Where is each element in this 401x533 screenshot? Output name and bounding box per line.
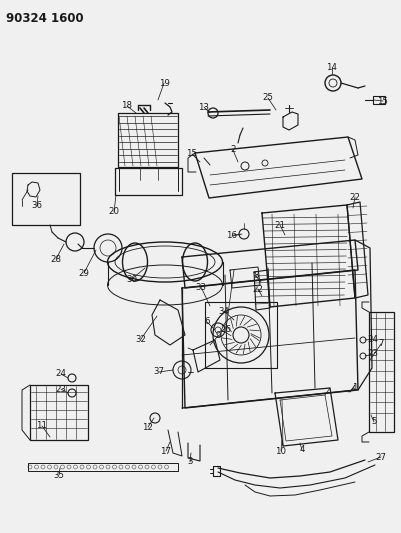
Text: 23: 23 [367, 350, 379, 359]
Bar [373, 96, 385, 104]
Text: 90324 1600: 90324 1600 [6, 12, 84, 25]
Text: 36: 36 [32, 201, 43, 211]
Bar [12, 173, 80, 225]
Text: 28: 28 [51, 254, 61, 263]
Text: 15: 15 [377, 96, 389, 106]
Text: 13: 13 [198, 102, 209, 111]
Text: 4: 4 [299, 446, 305, 455]
Text: 27: 27 [375, 453, 387, 462]
Text: 2: 2 [230, 146, 236, 155]
Text: 22: 22 [253, 285, 263, 294]
Text: 1: 1 [352, 384, 358, 392]
Text: 30: 30 [126, 274, 138, 284]
Text: 11: 11 [36, 422, 47, 431]
Bar [30, 385, 88, 440]
Text: 8: 8 [253, 271, 259, 280]
Text: 6: 6 [204, 318, 210, 327]
Text: 5: 5 [371, 417, 377, 426]
Text: 26: 26 [221, 325, 231, 334]
Text: 34: 34 [219, 306, 229, 316]
Text: 22: 22 [350, 192, 360, 201]
Text: 20: 20 [109, 207, 119, 216]
Text: 35: 35 [53, 471, 65, 480]
Bar [369, 312, 394, 432]
Text: 15: 15 [186, 149, 198, 158]
Text: 18: 18 [122, 101, 132, 110]
Bar [28, 463, 178, 471]
Text: 37: 37 [154, 367, 164, 376]
Text: 21: 21 [275, 221, 286, 230]
Text: 33: 33 [196, 282, 207, 292]
Text: 3: 3 [187, 457, 193, 466]
Text: 9: 9 [215, 332, 221, 341]
Text: 24: 24 [55, 369, 67, 378]
Text: 25: 25 [263, 93, 273, 102]
Text: 19: 19 [158, 78, 170, 87]
Text: 14: 14 [326, 62, 338, 71]
Text: 12: 12 [142, 423, 154, 432]
Text: 17: 17 [160, 447, 172, 456]
Text: 7: 7 [378, 340, 384, 349]
Text: 24: 24 [367, 335, 379, 343]
Text: 32: 32 [136, 335, 146, 343]
Text: 10: 10 [275, 447, 286, 456]
Text: 29: 29 [79, 269, 89, 278]
Text: 23: 23 [55, 384, 67, 393]
Text: 16: 16 [227, 231, 237, 240]
